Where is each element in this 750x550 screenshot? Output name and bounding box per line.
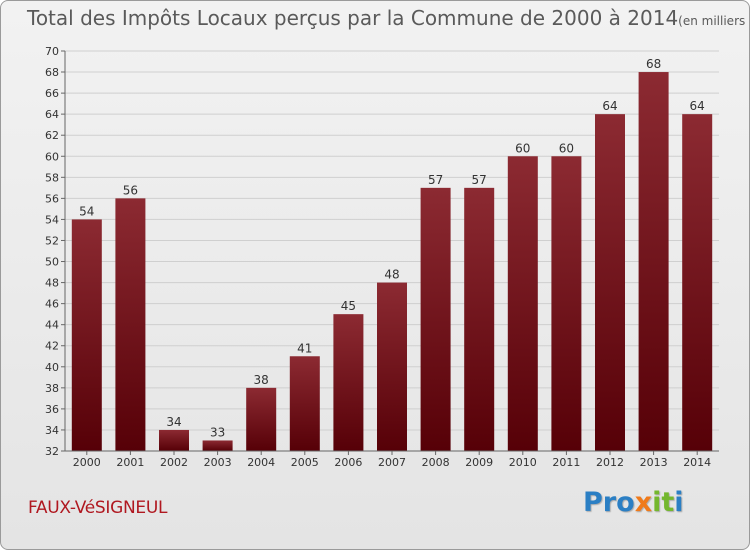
bar bbox=[638, 72, 669, 451]
bar-value-label: 54 bbox=[79, 204, 94, 218]
x-tick-label: 2003 bbox=[204, 456, 232, 469]
x-tick-label: 2008 bbox=[422, 456, 450, 469]
chart-title-text: Total des Impôts Locaux perçus par la Co… bbox=[27, 6, 679, 30]
y-tick-label: 66 bbox=[45, 87, 59, 100]
x-tick-label: 2001 bbox=[116, 456, 144, 469]
y-tick-label: 34 bbox=[45, 424, 59, 437]
bar-value-label: 45 bbox=[341, 299, 356, 313]
bar bbox=[464, 187, 495, 451]
y-tick-label: 62 bbox=[45, 129, 59, 142]
bar-value-label: 56 bbox=[123, 183, 138, 197]
bar bbox=[420, 187, 451, 451]
bar bbox=[202, 440, 233, 451]
bar bbox=[333, 314, 364, 451]
y-tick-label: 44 bbox=[45, 319, 59, 332]
bar-value-label: 38 bbox=[254, 373, 269, 387]
value-labels: 54 56 34 33 38 41 45 48 57 57 60 60 64 68 64 bbox=[79, 57, 705, 439]
bar bbox=[551, 156, 582, 451]
bar bbox=[507, 156, 538, 451]
bar bbox=[246, 387, 277, 451]
proxiti-logo: Proxiti bbox=[583, 487, 684, 518]
y-tick-label: 56 bbox=[45, 192, 59, 205]
logo-letter: r bbox=[602, 487, 617, 518]
y-tick-label: 32 bbox=[45, 445, 59, 458]
x-tick-label: 2010 bbox=[509, 456, 537, 469]
commune-name: FAUX-VéSIGNEUL bbox=[28, 498, 168, 518]
y-tick-label: 46 bbox=[45, 298, 59, 311]
y-tick-label: 64 bbox=[45, 108, 59, 121]
bar-value-label: 34 bbox=[166, 415, 181, 429]
bar-value-label: 64 bbox=[602, 99, 617, 113]
y-tick-label: 52 bbox=[45, 234, 59, 247]
x-tick-label: 2011 bbox=[552, 456, 580, 469]
x-tick-label: 2000 bbox=[73, 456, 101, 469]
logo-letter: x bbox=[634, 487, 653, 518]
bar-value-label: 48 bbox=[384, 268, 399, 282]
bar-value-label: 68 bbox=[646, 57, 661, 71]
bar-value-label: 64 bbox=[690, 99, 705, 113]
x-tick-label: 2006 bbox=[334, 456, 362, 469]
x-tick-label: 2014 bbox=[683, 456, 711, 469]
y-tick-label: 42 bbox=[45, 340, 59, 353]
bar-value-label: 41 bbox=[297, 341, 312, 355]
x-tick-label: 2009 bbox=[465, 456, 493, 469]
bar-value-label: 60 bbox=[559, 141, 574, 155]
bar bbox=[115, 198, 146, 451]
bar bbox=[377, 282, 407, 451]
x-tick-label: 2005 bbox=[291, 456, 319, 469]
y-tick-label: 38 bbox=[45, 382, 59, 395]
chart-unit: (en milliers d'€) bbox=[678, 14, 749, 28]
y-tick-label: 58 bbox=[45, 171, 59, 184]
x-tick-label: 2012 bbox=[596, 456, 624, 469]
bar bbox=[595, 114, 625, 451]
bar-value-label: 60 bbox=[515, 141, 530, 155]
x-tick-label: 2013 bbox=[640, 456, 668, 469]
y-tick-label: 36 bbox=[45, 403, 59, 416]
logo-letter: t bbox=[661, 487, 675, 518]
bars bbox=[71, 72, 713, 451]
logo-letter: P bbox=[583, 487, 603, 518]
bar bbox=[71, 219, 102, 451]
bar bbox=[682, 114, 713, 451]
chart-title: Total des Impôts Locaux perçus par la Co… bbox=[27, 6, 749, 30]
logo-letter: o bbox=[616, 487, 635, 518]
y-tick-label: 68 bbox=[45, 66, 59, 79]
y-tick-label: 60 bbox=[45, 150, 59, 163]
bar-value-label: 57 bbox=[428, 173, 443, 187]
bar-value-label: 57 bbox=[472, 173, 487, 187]
y-tick-label: 40 bbox=[45, 361, 59, 374]
bar bbox=[159, 429, 189, 451]
logo-letter: i bbox=[652, 487, 662, 518]
y-tick-label: 70 bbox=[45, 45, 59, 58]
axes: 32 34 36 38 40 42 44 46 48 50 52 54 56 58 60 62 64 66 68 70… bbox=[45, 45, 719, 469]
logo-letter: i bbox=[674, 487, 684, 518]
y-tick-label: 50 bbox=[45, 256, 59, 269]
y-tick-label: 54 bbox=[45, 213, 59, 226]
bar bbox=[289, 356, 320, 451]
x-tick-label: 2007 bbox=[378, 456, 406, 469]
y-tick-label: 48 bbox=[45, 277, 59, 290]
bar-value-label: 33 bbox=[210, 425, 225, 439]
x-tick-label: 2004 bbox=[247, 456, 275, 469]
x-tick-label: 2002 bbox=[160, 456, 188, 469]
